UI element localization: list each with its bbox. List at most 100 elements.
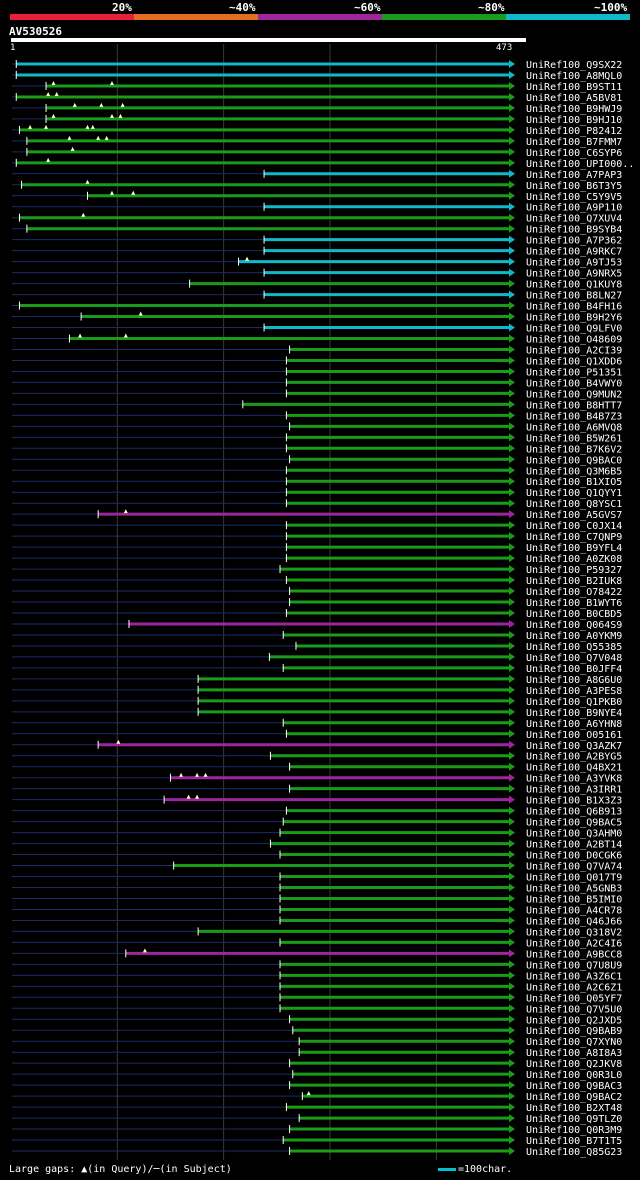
hit-label[interactable]: UniRef100_B1XIO5 bbox=[526, 477, 622, 488]
hit-label[interactable]: UniRef100_O05161 bbox=[526, 730, 622, 741]
hit-label[interactable]: UniRef100_Q05YF7 bbox=[526, 993, 622, 1004]
hit-label[interactable]: UniRef100_A3PES8 bbox=[526, 686, 622, 697]
hit-label[interactable]: UniRef100_A5GNB3 bbox=[526, 884, 622, 895]
hit-label[interactable]: UniRef100_B9HJ10 bbox=[526, 115, 622, 126]
hit-label[interactable]: UniRef100_A9BCC8 bbox=[526, 949, 622, 960]
hit-label[interactable]: UniRef100_A6YHN8 bbox=[526, 719, 622, 730]
hit-label[interactable]: UniRef100_D0CGK6 bbox=[526, 851, 622, 862]
hit-label[interactable]: UniRef100_C6SYP6 bbox=[526, 148, 622, 159]
hit-label[interactable]: UniRef100_Q85G23 bbox=[526, 1147, 622, 1158]
hit-label[interactable]: UniRef100_B4VWY0 bbox=[526, 378, 622, 389]
hit-label[interactable]: UniRef100_Q1XDD6 bbox=[526, 356, 622, 367]
hit-label[interactable]: UniRef100_B7FMM7 bbox=[526, 137, 622, 148]
hit-label[interactable]: UniRef100_Q9TLZ0 bbox=[526, 1114, 622, 1125]
hit-label[interactable]: UniRef100_A2BYG5 bbox=[526, 752, 622, 763]
hit-label[interactable]: UniRef100_A9RKC7 bbox=[526, 247, 622, 258]
hit-label[interactable]: UniRef100_A3IRR1 bbox=[526, 785, 622, 796]
hit-label[interactable]: UniRef100_B9NYE4 bbox=[526, 708, 622, 719]
hit-label[interactable]: UniRef100_B9HWJ9 bbox=[526, 104, 622, 115]
hit-label[interactable]: UniRef100_B8LN27 bbox=[526, 291, 622, 302]
hit-label[interactable]: UniRef100_B9SYB4 bbox=[526, 225, 622, 236]
hit-label[interactable]: UniRef100_Q4BX21 bbox=[526, 763, 622, 774]
hit-label[interactable]: UniRef100_Q7XUV4 bbox=[526, 214, 622, 225]
hit-label[interactable]: UniRef100_Q7VA74 bbox=[526, 862, 622, 873]
hit-label[interactable]: UniRef100_Q3AZK7 bbox=[526, 741, 622, 752]
hit-label[interactable]: UniRef100_Q3AHM0 bbox=[526, 829, 622, 840]
hit-label[interactable]: UniRef100_Q1PKB0 bbox=[526, 697, 622, 708]
hit-label[interactable]: UniRef100_A9TJ53 bbox=[526, 258, 622, 269]
hit-label[interactable]: UniRef100_Q7U8U9 bbox=[526, 960, 622, 971]
hit-label[interactable]: UniRef100_Q1KUY8 bbox=[526, 280, 622, 291]
hit-label[interactable]: UniRef100_A8G6U0 bbox=[526, 675, 622, 686]
hit-label[interactable]: UniRef100_O48609 bbox=[526, 335, 622, 346]
hit-label[interactable]: UniRef100_A8MQL0 bbox=[526, 71, 622, 82]
hit-label[interactable]: UniRef100_Q9BAB9 bbox=[526, 1026, 622, 1037]
hit-label[interactable]: UniRef100_Q0R3L0 bbox=[526, 1070, 622, 1081]
hit-label[interactable]: UniRef100_C0JX14 bbox=[526, 521, 622, 532]
hit-label[interactable]: UniRef100_A0YKM9 bbox=[526, 631, 622, 642]
hit-label[interactable]: UniRef100_Q46J66 bbox=[526, 916, 622, 927]
hit-label[interactable]: UniRef100_A9NRX5 bbox=[526, 269, 622, 280]
hit-label[interactable]: UniRef100_Q6B913 bbox=[526, 807, 622, 818]
hit-label[interactable]: UniRef100_A7P362 bbox=[526, 236, 622, 247]
hit-label[interactable]: UniRef100_Q9MUN2 bbox=[526, 389, 622, 400]
hit-label[interactable]: UniRef100_Q9BAC5 bbox=[526, 818, 622, 829]
hit-label[interactable]: UniRef100_Q9LFV0 bbox=[526, 324, 622, 335]
hit-label[interactable]: UniRef100_B4B7Z3 bbox=[526, 411, 622, 422]
hit-label[interactable]: UniRef100_B8HTT7 bbox=[526, 400, 622, 411]
hit-label[interactable]: UniRef100_A7PAP3 bbox=[526, 170, 622, 181]
hit-label[interactable]: UniRef100_B7K6V2 bbox=[526, 444, 622, 455]
hit-label[interactable]: UniRef100_B4FH16 bbox=[526, 302, 622, 313]
hit-label[interactable]: UniRef100_Q7XYN0 bbox=[526, 1037, 622, 1048]
hit-label[interactable]: UniRef100_A5GVS7 bbox=[526, 510, 622, 521]
hit-label[interactable]: UniRef100_A3Z6C1 bbox=[526, 971, 622, 982]
hit-label[interactable]: UniRef100_Q3M6B5 bbox=[526, 466, 622, 477]
hit-label[interactable]: UniRef100_Q9BAC0 bbox=[526, 455, 622, 466]
hit-label[interactable]: UniRef100_B5W261 bbox=[526, 433, 622, 444]
hit-label[interactable]: UniRef100_Q2JXD5 bbox=[526, 1015, 622, 1026]
hit-label[interactable]: UniRef100_B6T3Y5 bbox=[526, 181, 622, 192]
hit-label[interactable]: UniRef100_B0JFF4 bbox=[526, 664, 622, 675]
hit-label[interactable]: UniRef100_A8I8A3 bbox=[526, 1048, 622, 1059]
hit-label[interactable]: UniRef100_P82412 bbox=[526, 126, 622, 137]
hit-label[interactable]: UniRef100_Q064S9 bbox=[526, 620, 622, 631]
hit-label[interactable]: UniRef100_A9P110 bbox=[526, 203, 622, 214]
hit-label[interactable]: UniRef100_A3YVK8 bbox=[526, 774, 622, 785]
hit-label[interactable]: UniRef100_Q9BAC2 bbox=[526, 1092, 622, 1103]
hit-label[interactable]: UniRef100_A6MVQ8 bbox=[526, 422, 622, 433]
hit-label[interactable]: UniRef100_B1WYT6 bbox=[526, 598, 622, 609]
hit-label[interactable]: UniRef100_P51351 bbox=[526, 367, 622, 378]
hit-label[interactable]: UniRef100_C7QNP9 bbox=[526, 532, 622, 543]
hit-label[interactable]: UniRef100_Q017T9 bbox=[526, 873, 622, 884]
hit-label[interactable]: UniRef100_O78422 bbox=[526, 587, 622, 598]
hit-label[interactable]: UniRef100_A5BV81 bbox=[526, 93, 622, 104]
hit-label[interactable]: UniRef100_A2CI39 bbox=[526, 345, 622, 356]
hit-label[interactable]: UniRef100_Q7V5U0 bbox=[526, 1004, 622, 1015]
hit-label[interactable]: UniRef100_B9ST11 bbox=[526, 82, 622, 93]
hit-label[interactable]: UniRef100_UPI000.. bbox=[526, 159, 634, 170]
hit-label[interactable]: UniRef100_A2BT14 bbox=[526, 840, 622, 851]
hit-label[interactable]: UniRef100_B2IUK8 bbox=[526, 576, 622, 587]
hit-label[interactable]: UniRef100_Q9BAC3 bbox=[526, 1081, 622, 1092]
hit-label[interactable]: UniRef100_Q9SX22 bbox=[526, 60, 622, 71]
hit-label[interactable]: UniRef100_P59327 bbox=[526, 565, 622, 576]
hit-label[interactable]: UniRef100_A2C6Z1 bbox=[526, 982, 622, 993]
hit-label[interactable]: UniRef100_B5IMI0 bbox=[526, 894, 622, 905]
hit-label[interactable]: UniRef100_Q8YSC1 bbox=[526, 499, 622, 510]
hit-label[interactable]: UniRef100_Q318V2 bbox=[526, 927, 622, 938]
hit-label[interactable]: UniRef100_A0ZK08 bbox=[526, 554, 622, 565]
hit-label[interactable]: UniRef100_Q55385 bbox=[526, 642, 622, 653]
hit-label[interactable]: UniRef100_Q2JKV8 bbox=[526, 1059, 622, 1070]
hit-label[interactable]: UniRef100_B9YFL4 bbox=[526, 543, 622, 554]
hit-label[interactable]: UniRef100_A2C4I6 bbox=[526, 938, 622, 949]
hit-label[interactable]: UniRef100_Q1QYY1 bbox=[526, 488, 622, 499]
hit-label[interactable]: UniRef100_C5Y9V5 bbox=[526, 192, 622, 203]
hit-label[interactable]: UniRef100_B9H2Y6 bbox=[526, 313, 622, 324]
hit-label[interactable]: UniRef100_Q0R3M9 bbox=[526, 1125, 622, 1136]
hit-label[interactable]: UniRef100_A4CR78 bbox=[526, 905, 622, 916]
hit-label[interactable]: UniRef100_B2XT48 bbox=[526, 1103, 622, 1114]
hit-label[interactable]: UniRef100_B1X3Z3 bbox=[526, 796, 622, 807]
hit-label[interactable]: UniRef100_B0CBD5 bbox=[526, 609, 622, 620]
hit-label[interactable]: UniRef100_Q7V048 bbox=[526, 653, 622, 664]
hit-label[interactable]: UniRef100_B7T1T5 bbox=[526, 1136, 622, 1147]
